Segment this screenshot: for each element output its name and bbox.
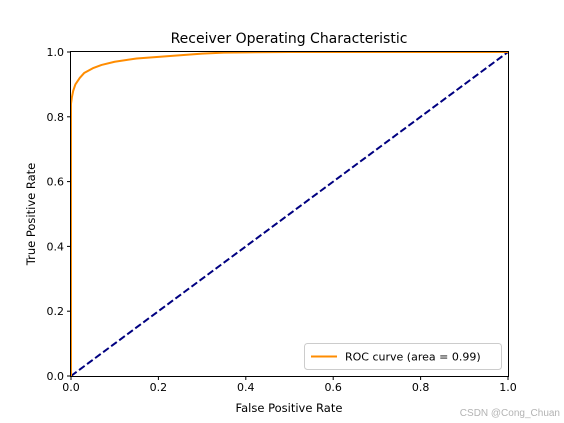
plot-area xyxy=(70,51,509,377)
y-tick-label: 0.4 xyxy=(47,240,65,253)
chance-line xyxy=(70,51,509,377)
legend-box xyxy=(304,343,502,370)
y-tick-label: 0.6 xyxy=(47,176,65,189)
y-tick-label: 0.2 xyxy=(47,305,65,318)
y-axis-label: True Positive Rate xyxy=(24,163,38,266)
x-axis-label: False Positive Rate xyxy=(236,401,343,415)
legend-entry-roc-curve: ROC curve (area = 0.99) xyxy=(345,351,481,364)
x-tick-label: 0.4 xyxy=(237,381,255,394)
x-tick-label: 0.8 xyxy=(412,381,430,394)
legend: ROC curve (area = 0.99) xyxy=(304,343,502,370)
watermark-text: CSDN @Cong_Chuan xyxy=(459,408,560,419)
y-axis: 0.0 0.2 0.4 0.6 0.8 1.0 xyxy=(47,46,71,383)
y-tick-label: 0.0 xyxy=(47,370,65,383)
chart-title: Receiver Operating Characteristic xyxy=(171,31,408,47)
x-axis: 0.0 0.2 0.4 0.6 0.8 1.0 xyxy=(62,376,517,394)
x-tick-label: 1.0 xyxy=(499,381,517,394)
x-tick-label: 0.0 xyxy=(62,381,80,394)
y-tick-label: 0.8 xyxy=(47,111,65,124)
y-tick-label: 1.0 xyxy=(47,46,65,59)
x-tick-label: 0.6 xyxy=(324,381,342,394)
axes-frame xyxy=(70,51,509,377)
x-tick-label: 0.2 xyxy=(150,381,168,394)
